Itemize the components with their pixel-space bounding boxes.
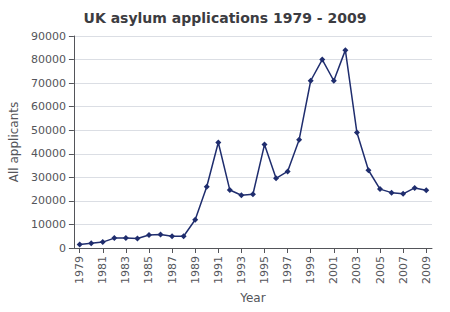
- svg-text:2007: 2007: [397, 256, 410, 284]
- svg-text:1999: 1999: [304, 256, 317, 284]
- svg-text:1989: 1989: [189, 256, 202, 284]
- svg-text:80000: 80000: [31, 53, 66, 66]
- svg-text:2001: 2001: [327, 256, 340, 284]
- svg-text:1981: 1981: [96, 256, 109, 284]
- svg-text:2005: 2005: [374, 256, 387, 284]
- svg-text:60000: 60000: [31, 100, 66, 113]
- svg-text:1979: 1979: [73, 256, 86, 284]
- svg-text:1997: 1997: [281, 256, 294, 284]
- svg-text:All applicants: All applicants: [7, 102, 21, 182]
- svg-text:40000: 40000: [31, 147, 66, 160]
- svg-text:0: 0: [59, 242, 66, 255]
- svg-text:1987: 1987: [166, 256, 179, 284]
- svg-text:Year: Year: [239, 291, 265, 305]
- svg-text:10000: 10000: [31, 218, 66, 231]
- svg-text:30000: 30000: [31, 171, 66, 184]
- svg-text:1993: 1993: [235, 256, 248, 284]
- svg-text:1991: 1991: [212, 256, 225, 284]
- svg-text:1985: 1985: [142, 256, 155, 284]
- svg-text:50000: 50000: [31, 124, 66, 137]
- svg-text:2009: 2009: [420, 256, 433, 284]
- svg-text:UK asylum applications 1979 -: UK asylum applications 1979 - 2009: [84, 10, 367, 26]
- svg-text:1983: 1983: [119, 256, 132, 284]
- svg-text:20000: 20000: [31, 194, 66, 207]
- svg-text:70000: 70000: [31, 77, 66, 90]
- svg-text:1995: 1995: [258, 256, 271, 284]
- svg-text:2003: 2003: [350, 256, 363, 284]
- svg-text:90000: 90000: [31, 30, 66, 43]
